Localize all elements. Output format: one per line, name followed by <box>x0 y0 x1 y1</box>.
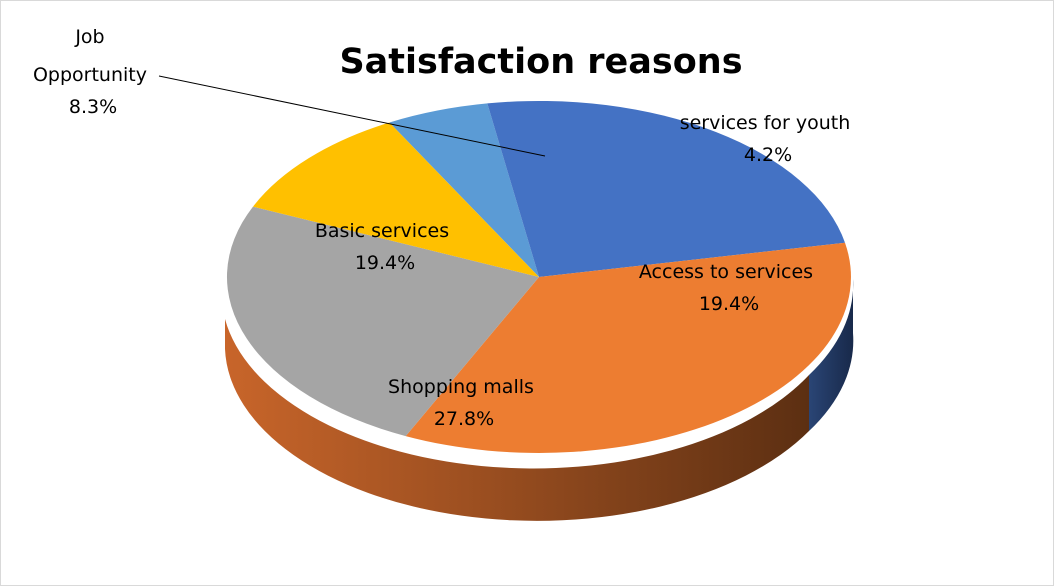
pie-slice-shopping-malls <box>405 242 851 453</box>
label-basic-value: 19.4% <box>355 252 415 274</box>
label-youth-name: services for youth <box>680 112 851 134</box>
pie-slice-access-to-services <box>487 100 845 277</box>
chart-title: Satisfaction reasons <box>339 42 742 82</box>
label-job-line-2: Opportunity <box>33 64 147 86</box>
label-shopping-malls: Shopping malls 27.8% <box>388 376 540 430</box>
label-basic-name: Basic services <box>315 220 449 242</box>
label-shopping-value: 27.8% <box>434 408 494 430</box>
job-opportunity-leader-line <box>158 75 546 157</box>
pie-top-face <box>226 100 851 453</box>
label-job-line-1: Job <box>74 26 104 48</box>
pie-side-shopping-malls <box>225 319 809 521</box>
pie-slice-basic-services <box>226 206 539 437</box>
label-access-to-services: Access to services 19.4% <box>639 261 819 315</box>
pie-side-access-to-services <box>809 279 854 431</box>
pie-slice-job-opportunity <box>253 122 539 277</box>
label-access-name: Access to services <box>639 261 813 283</box>
label-services-for-youth: services for youth 4.2% <box>680 112 857 166</box>
label-shopping-name: Shopping malls <box>388 376 534 398</box>
label-job-opportunity: Job Opportunity 8.3% <box>33 26 153 118</box>
label-access-value: 19.4% <box>699 293 759 315</box>
label-basic-services: Basic services 19.4% <box>315 220 455 274</box>
label-job-value: 8.3% <box>69 96 117 118</box>
label-youth-value: 4.2% <box>744 144 792 166</box>
pie-slice-services-for-youth <box>389 103 539 278</box>
